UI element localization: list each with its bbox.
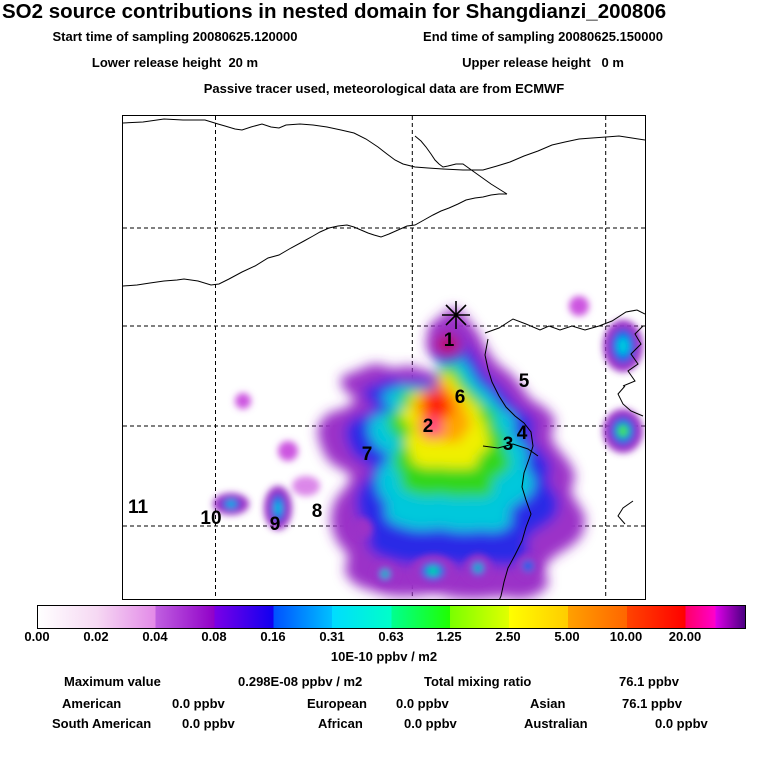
svg-text:3: 3 — [503, 434, 514, 455]
svg-text:8: 8 — [312, 501, 323, 522]
svg-text:9: 9 — [270, 514, 281, 535]
svg-text:4: 4 — [517, 423, 528, 444]
svg-text:10: 10 — [200, 508, 221, 529]
svg-text:1: 1 — [444, 330, 455, 351]
svg-text:7: 7 — [362, 444, 373, 465]
svg-text:11: 11 — [128, 497, 149, 518]
svg-text:5: 5 — [519, 371, 530, 392]
svg-text:6: 6 — [455, 387, 466, 408]
svg-text:2: 2 — [423, 416, 434, 437]
